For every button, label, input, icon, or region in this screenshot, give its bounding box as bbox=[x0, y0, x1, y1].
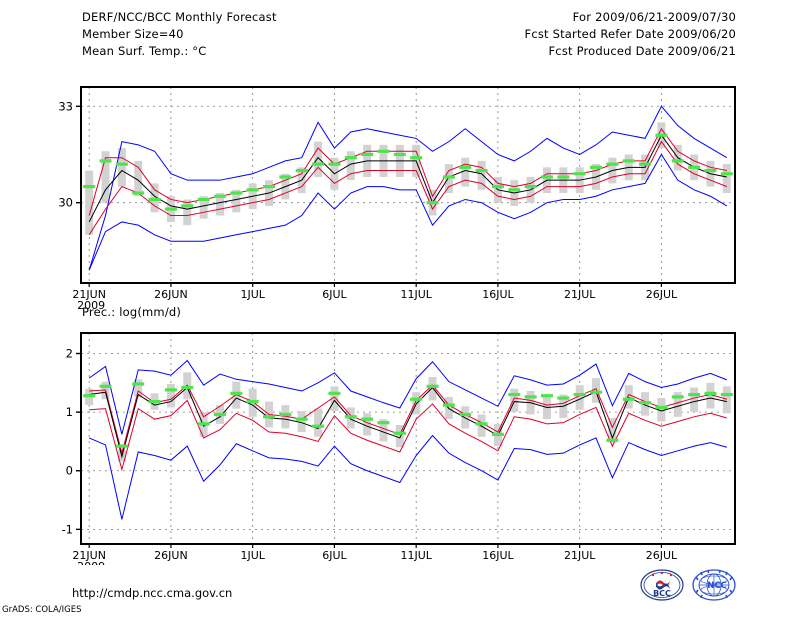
precipitation-chart: -1 0 1 2 21JUN 26JUN 1JUL 6JUL 11JUL 16JUL 21JUL 26… bbox=[0, 315, 800, 565]
svg-text:1: 1 bbox=[66, 405, 73, 419]
svg-text:21JUN: 21JUN bbox=[72, 549, 106, 562]
plot-frame bbox=[80, 86, 736, 284]
svg-text:26JUL: 26JUL bbox=[646, 288, 678, 301]
series-max bbox=[88, 105, 728, 271]
temperature-chart: 30 33 21JUN 26JUN 1JUL 6JUL 11JUL 16JUL 21JUL 26J… bbox=[0, 60, 800, 310]
svg-text:21JUL: 21JUL bbox=[564, 549, 596, 562]
svg-text:26JUN: 26JUN bbox=[154, 288, 188, 301]
ncc-logo-icon: NCC bbox=[692, 569, 736, 601]
forecast-produced-label: Fcst Produced Date 2009/06/21 bbox=[548, 44, 736, 58]
svg-text:1JUL: 1JUL bbox=[240, 549, 265, 562]
x-axis-year-label: 2009 bbox=[77, 560, 105, 565]
member-size-label: Member Size=40 bbox=[82, 27, 184, 41]
series-min bbox=[88, 434, 727, 520]
ncc-logo-text: NCC bbox=[707, 581, 727, 591]
grid-lines bbox=[81, 333, 735, 544]
logo-group: BCC NCC bbox=[640, 568, 740, 604]
forecast-started-label: Fcst Started Refer Date 2009/06/20 bbox=[524, 27, 736, 41]
y-axis: -1 0 1 2 bbox=[62, 347, 81, 536]
source-url[interactable]: http://cmdp.ncc.cma.gov.cn bbox=[72, 586, 233, 600]
svg-text:33: 33 bbox=[58, 99, 73, 113]
page-title: DERF/NCC/BCC Monthly Forecast bbox=[82, 10, 277, 24]
svg-text:6JUL: 6JUL bbox=[322, 288, 347, 301]
svg-text:21JUN: 21JUN bbox=[72, 288, 106, 301]
series-q25 bbox=[88, 140, 728, 236]
x-axis: 21JUN 26JUN 1JUL 6JUL 11JUL 16JUL 21JUL 26JUL 20… bbox=[72, 283, 678, 310]
mean-surface-temperature-svg: 30 33 21JUN 26JUN 1JUL 6JUL 11JUL 16JUL 21JUL 26J… bbox=[58, 86, 736, 310]
series-q75 bbox=[88, 127, 727, 216]
series-q25 bbox=[89, 399, 727, 472]
svg-text:26JUN: 26JUN bbox=[154, 549, 188, 562]
svg-text:11JUL: 11JUL bbox=[400, 549, 432, 562]
svg-text:0: 0 bbox=[66, 464, 73, 478]
x-axis: 21JUN 26JUN 1JUL 6JUL 11JUL 16JUL 21JUL 26JUL 20… bbox=[72, 544, 678, 565]
bcc-logo-icon: BCC bbox=[640, 569, 684, 601]
svg-text:1JUL: 1JUL bbox=[240, 288, 265, 301]
svg-text:26JUL: 26JUL bbox=[646, 549, 678, 562]
svg-text:11JUL: 11JUL bbox=[400, 288, 432, 301]
precipitation-log-svg: -1 0 1 2 21JUN 26JUN 1JUL 6JUL 11JUL 16JUL 21JUL 26… bbox=[62, 332, 736, 565]
series-min bbox=[88, 153, 728, 271]
svg-text:16JUL: 16JUL bbox=[482, 549, 514, 562]
bcc-logo-text: BCC bbox=[653, 589, 671, 598]
series-median bbox=[88, 134, 727, 223]
y-axis: 30 33 bbox=[58, 99, 81, 210]
forecast-period-label: For 2009/06/21-2009/07/30 bbox=[572, 10, 736, 24]
svg-text:2: 2 bbox=[66, 347, 73, 361]
series-median bbox=[89, 386, 727, 459]
logos-svg: BCC NCC bbox=[640, 569, 736, 601]
series-q75 bbox=[89, 384, 727, 456]
series-max bbox=[88, 359, 728, 435]
svg-text:-1: -1 bbox=[62, 522, 73, 536]
plot-frame bbox=[80, 332, 736, 545]
top-variable-label: Mean Surf. Temp.: °C bbox=[82, 44, 207, 58]
svg-text:21JUL: 21JUL bbox=[564, 288, 596, 301]
svg-text:30: 30 bbox=[58, 196, 73, 210]
grads-credit: GrADS: COLA/IGES bbox=[2, 605, 82, 615]
bottom-variable-label: Prec.: log(mm/d) bbox=[82, 305, 182, 319]
svg-text:16JUL: 16JUL bbox=[482, 288, 514, 301]
x-axis-year-label: 2009 bbox=[77, 299, 105, 310]
series-climatology bbox=[83, 133, 733, 211]
series-climatology bbox=[83, 382, 733, 448]
svg-text:6JUL: 6JUL bbox=[322, 549, 347, 562]
